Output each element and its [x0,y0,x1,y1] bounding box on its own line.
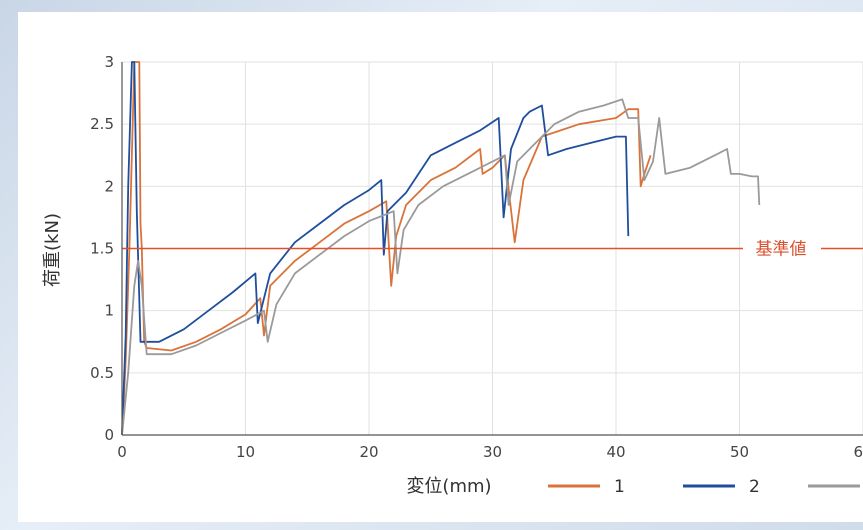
reference-label: 基準値 [756,240,807,260]
series-line-1 [121,61,652,436]
x-tick-label: 60 [853,443,863,461]
x-tick-label: 50 [730,443,749,461]
y-tick-label: 1 [104,302,114,320]
y-axis-ticks: 0 0.5 1 1.5 2 2.5 3 [90,53,114,444]
legend: 123 [548,477,860,497]
x-tick-label: 30 [483,443,502,461]
y-tick-label: 3 [104,53,114,71]
reference-label-background [743,236,821,261]
legend-label-1: 1 [614,477,625,497]
x-axis-ticks: 0 10 20 30 40 50 60 [117,443,863,461]
series-group [121,61,761,436]
x-tick-label: 0 [117,443,127,461]
chart-panel: 0 0.5 1 1.5 2 2.5 3 0 10 20 30 40 50 60 基準値 荷重(kN) 変… [18,12,863,522]
y-tick-label: 0.5 [90,364,114,382]
y-tick-label: 0 [104,426,114,444]
x-tick-label: 20 [359,443,378,461]
reference-line-group: 基準値 [122,236,863,261]
load-displacement-chart: 0 0.5 1 1.5 2 2.5 3 0 10 20 30 40 50 60 基準値 荷重(kN) 変… [42,53,863,497]
x-tick-label: 10 [236,443,255,461]
x-axis-label: 変位(mm) [406,476,491,497]
y-axis-label: 荷重(kN) [42,213,63,287]
y-tick-label: 2 [104,177,114,195]
x-tick-label: 40 [606,443,625,461]
legend-label-2: 2 [749,477,760,497]
axes [121,62,863,436]
series-line-3 [121,98,761,436]
y-tick-label: 2.5 [90,115,114,133]
series-line-2 [121,61,630,436]
y-tick-label: 1.5 [90,240,114,258]
